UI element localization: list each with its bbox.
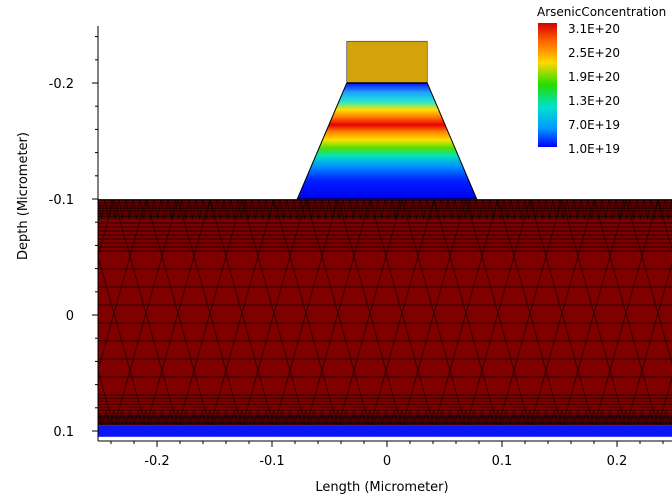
y-tick-label: 0 [66,309,74,324]
legend-title: ArsenicConcentration [537,5,666,19]
substrate-region [98,199,672,426]
x-axis-title: Length (Micrometer) [315,480,448,495]
x-tick-label: -0.2 [144,454,169,469]
axes: -0.2 -0.1 0 0.1 0.2 -0.2 -0.1 0 0.1 [49,26,672,469]
x-tick-label: 0.2 [607,454,628,469]
x-tick-label: 0.1 [492,454,513,469]
legend-label: 7.0E+19 [568,118,620,132]
mesh-path [98,200,672,426]
legend-label: 1.9E+20 [568,70,620,84]
x-tick-label: -0.1 [259,454,284,469]
x-tick-label: 0 [383,454,391,469]
legend: ArsenicConcentration 3.1E+20 2.5E+20 1.9E+… [537,5,666,156]
y-tick-label: -0.2 [49,77,74,92]
bottom-strip-region [98,425,672,437]
y-axis-title: Depth (Micrometer) [16,132,31,260]
legend-label: 1.3E+20 [568,94,620,108]
legend-label: 2.5E+20 [568,46,620,60]
cap-region [346,40,428,84]
mesh-lines [98,200,672,426]
legend-label: 1.0E+19 [568,142,620,156]
y-tick-label: 0.1 [53,425,74,440]
mesa-region [296,82,478,200]
colorbar [538,23,557,147]
y-tick-label: -0.1 [49,193,74,208]
legend-label: 3.1E+20 [568,22,620,36]
